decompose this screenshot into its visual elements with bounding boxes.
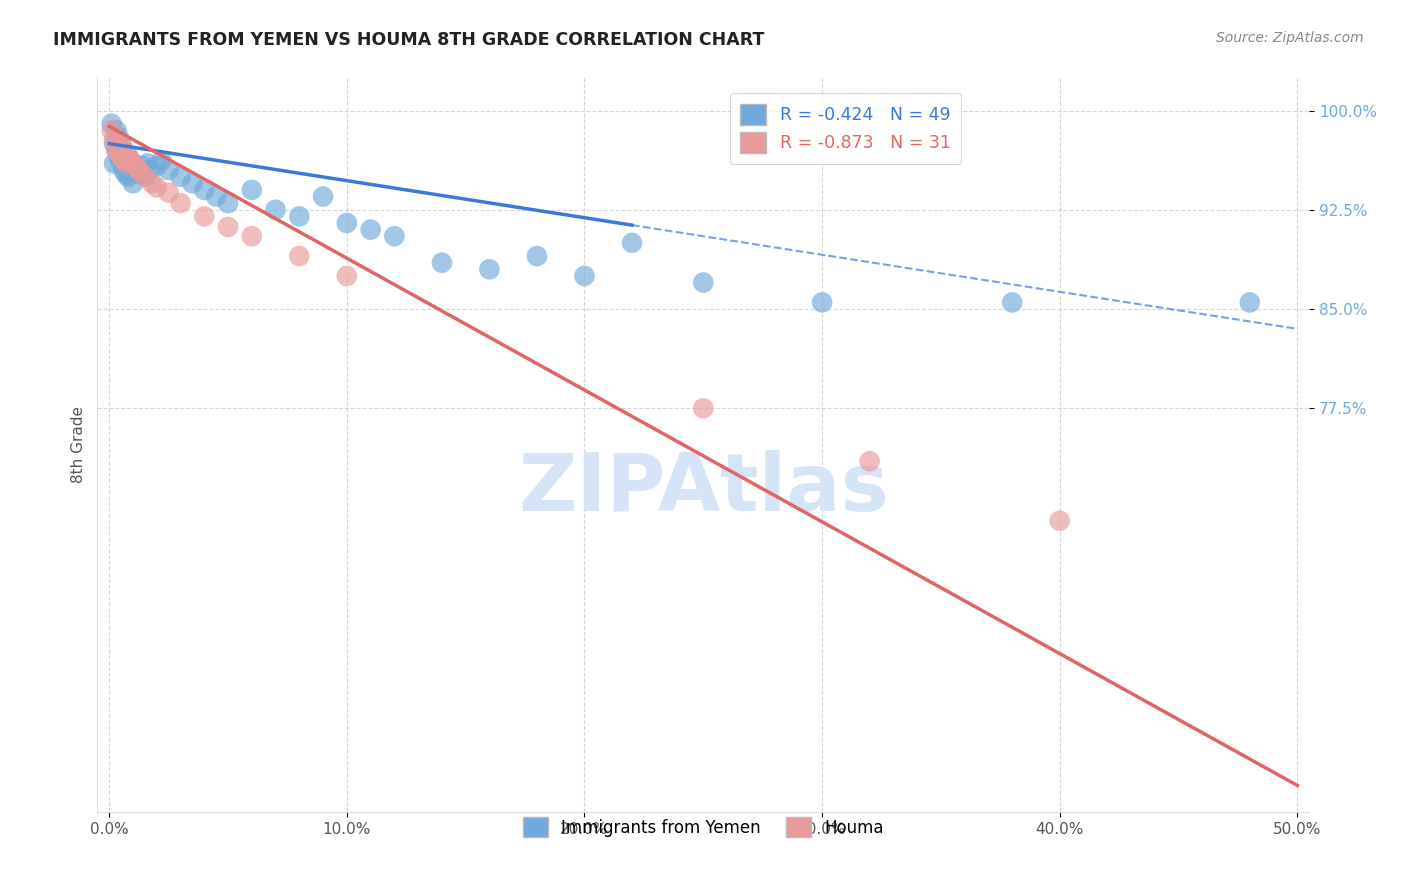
Point: [692, 401, 714, 416]
Point: [112, 163, 135, 178]
Point: [103, 133, 125, 147]
Point: [105, 143, 128, 157]
Point: [122, 156, 145, 170]
Point: [264, 202, 287, 217]
Point: [115, 167, 138, 181]
Point: [193, 183, 215, 197]
Point: [1001, 295, 1024, 310]
Point: [1239, 295, 1261, 310]
Point: [103, 136, 125, 151]
Point: [859, 454, 882, 468]
Point: [124, 159, 146, 173]
Point: [692, 276, 714, 290]
Point: [217, 196, 239, 211]
Point: [145, 159, 167, 173]
Point: [240, 229, 263, 244]
Point: [107, 150, 129, 164]
Point: [122, 156, 145, 170]
Point: [526, 249, 548, 263]
Point: [336, 216, 359, 230]
Point: [105, 143, 128, 157]
Point: [120, 153, 142, 168]
Point: [1049, 514, 1071, 528]
Point: [205, 189, 228, 203]
Point: [138, 163, 160, 178]
Point: [110, 150, 132, 164]
Point: [127, 161, 149, 176]
Point: [621, 235, 644, 250]
Point: [240, 183, 263, 197]
Point: [134, 169, 156, 184]
Point: [103, 156, 125, 170]
Point: [811, 295, 834, 310]
Point: [288, 249, 311, 263]
Y-axis label: 8th Grade: 8th Grade: [72, 406, 86, 483]
Point: [193, 210, 215, 224]
Point: [134, 169, 156, 184]
Point: [112, 143, 135, 157]
Point: [217, 219, 239, 234]
Point: [145, 180, 167, 194]
Legend: Immigrants from Yemen, Houma: Immigrants from Yemen, Houma: [516, 810, 890, 844]
Point: [336, 268, 359, 283]
Point: [312, 189, 335, 203]
Point: [430, 256, 453, 270]
Point: [120, 153, 142, 168]
Point: [117, 150, 139, 164]
Point: [110, 136, 132, 151]
Point: [115, 145, 138, 160]
Point: [115, 156, 138, 170]
Point: [124, 159, 146, 173]
Point: [117, 169, 139, 184]
Point: [105, 123, 128, 137]
Point: [169, 196, 191, 211]
Point: [112, 153, 135, 167]
Point: [157, 163, 180, 178]
Point: [105, 136, 128, 151]
Point: [360, 222, 382, 236]
Point: [131, 159, 153, 173]
Point: [107, 130, 129, 145]
Point: [574, 268, 596, 283]
Point: [141, 176, 163, 190]
Point: [169, 169, 191, 184]
Point: [122, 176, 145, 190]
Point: [100, 117, 122, 131]
Point: [136, 156, 159, 170]
Point: [107, 145, 129, 160]
Point: [129, 164, 152, 178]
Point: [382, 229, 405, 244]
Point: [115, 147, 138, 161]
Point: [150, 153, 173, 168]
Point: [100, 123, 122, 137]
Text: IMMIGRANTS FROM YEMEN VS HOUMA 8TH GRADE CORRELATION CHART: IMMIGRANTS FROM YEMEN VS HOUMA 8TH GRADE…: [53, 31, 765, 49]
Point: [288, 210, 311, 224]
Point: [112, 143, 135, 157]
Point: [181, 176, 204, 190]
Point: [127, 163, 149, 178]
Point: [117, 150, 139, 164]
Point: [110, 136, 132, 151]
Text: ZIPAtlas: ZIPAtlas: [517, 450, 889, 528]
Text: Source: ZipAtlas.com: Source: ZipAtlas.com: [1216, 31, 1364, 45]
Point: [478, 262, 501, 277]
Point: [157, 186, 180, 200]
Point: [107, 140, 129, 154]
Point: [129, 167, 152, 181]
Point: [110, 156, 132, 170]
